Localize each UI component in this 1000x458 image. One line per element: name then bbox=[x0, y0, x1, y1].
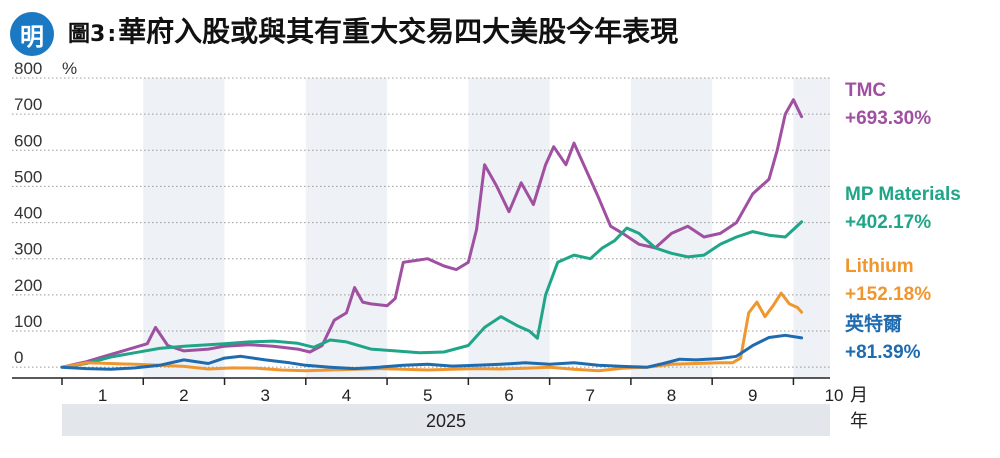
month-band-10 bbox=[793, 78, 830, 378]
x-tick-label: 6 bbox=[504, 386, 513, 405]
x-tick-label: 2 bbox=[179, 386, 188, 405]
y-tick-label: 300 bbox=[14, 240, 42, 259]
x-tick-label: 10 bbox=[825, 386, 844, 405]
y-tick-label: 100 bbox=[14, 312, 42, 331]
y-tick-label: 400 bbox=[14, 204, 42, 223]
y-tick-label: 600 bbox=[14, 131, 42, 150]
series-value-label: +402.17% bbox=[845, 212, 931, 233]
series-value-label: +152.18% bbox=[845, 284, 931, 305]
series-value-label: +81.39% bbox=[845, 342, 921, 363]
x-tick-label: 9 bbox=[748, 386, 757, 405]
month-band-6 bbox=[468, 78, 550, 378]
series-line-2 bbox=[60, 291, 804, 373]
series-line-1 bbox=[60, 220, 804, 369]
year-band bbox=[62, 404, 830, 436]
year-unit-label: 年 bbox=[850, 411, 868, 432]
month-band-8 bbox=[630, 78, 713, 378]
y-tick-label: 200 bbox=[14, 276, 42, 295]
series-name-label: MP Materials bbox=[845, 184, 961, 205]
x-tick-label: 4 bbox=[342, 386, 351, 405]
logo-char: 明 bbox=[20, 21, 44, 51]
y-axis-unit-label: % bbox=[62, 59, 77, 78]
header: 明 圖3:華府入股或與其有重大交易四大美股今年表現 bbox=[0, 0, 1000, 62]
series-value-label: +693.30% bbox=[845, 108, 931, 129]
x-tick-label: 8 bbox=[667, 386, 676, 405]
series-name-label: Lithium bbox=[845, 256, 914, 277]
series-name-label: TMC bbox=[845, 80, 886, 101]
y-tick-label: 0 bbox=[14, 348, 23, 367]
series-name-label: 英特爾 bbox=[845, 312, 902, 335]
y-tick-label: 800 bbox=[14, 59, 42, 78]
y-tick-label: 700 bbox=[14, 95, 42, 114]
x-tick-label: 5 bbox=[423, 386, 432, 405]
month-band-2 bbox=[143, 78, 225, 378]
x-axis-unit-label: 月 bbox=[850, 385, 868, 406]
chart-title: 圖3:華府入股或與其有重大交易四大美股今年表現 bbox=[68, 14, 678, 50]
year-label: 2025 bbox=[426, 411, 466, 431]
y-tick-label: 500 bbox=[14, 167, 42, 186]
month-band-4 bbox=[305, 78, 388, 378]
figure-label: 圖3 bbox=[68, 22, 106, 47]
title-text: 華府入股或與其有重大交易四大美股今年表現 bbox=[118, 15, 679, 48]
title-separator: : bbox=[107, 22, 117, 47]
series-line-0 bbox=[60, 98, 804, 369]
brand-logo: 明 bbox=[10, 12, 54, 56]
x-tick-label: 1 bbox=[98, 386, 107, 405]
series-line-3 bbox=[60, 333, 804, 371]
x-tick-label: 3 bbox=[260, 386, 269, 405]
x-tick-label: 7 bbox=[586, 386, 595, 405]
